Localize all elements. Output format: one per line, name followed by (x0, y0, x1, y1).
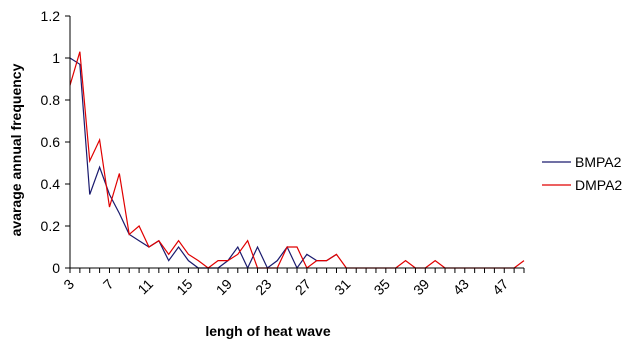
y-tick-label: 1 (52, 50, 60, 66)
x-axis-title: lengh of heat wave (205, 323, 330, 339)
x-tick-label: 39 (410, 276, 432, 298)
series-line-bmpa2 (69, 57, 337, 270)
x-tick-label: 27 (292, 276, 314, 298)
x-tick-label: 31 (331, 276, 353, 298)
x-tick-label: 43 (450, 276, 472, 298)
x-tick-label: 47 (489, 276, 511, 298)
plot-area: 0 0.2 0.4 0.6 0.8 1 1.2 3 7 11 15 19 23 27 31 35 39 43 47 (41, 8, 525, 298)
y-tick-label: 1.2 (41, 8, 61, 24)
series-layer (69, 51, 525, 270)
series-line-dmpa2 (69, 51, 525, 269)
y-tick-label: 0 (52, 260, 60, 276)
x-tick-label: 11 (134, 276, 156, 298)
legend: BMPA2 DMPA2 (542, 154, 622, 193)
y-tick-label: 0.6 (41, 134, 61, 150)
x-tick-label: 23 (252, 276, 274, 298)
y-axis-title: avarage annual frequency (8, 63, 24, 236)
x-tick-label: 15 (173, 276, 195, 298)
x-tick-label: 35 (371, 276, 393, 298)
x-tick-label: 3 (60, 276, 77, 293)
legend-label-bmpa2: BMPA2 (575, 154, 622, 170)
x-axis-ticks: 3 7 11 15 19 23 27 31 35 39 43 47 (60, 268, 525, 298)
legend-label-dmpa2: DMPA2 (575, 177, 622, 193)
y-tick-label: 0.2 (41, 218, 61, 234)
y-axis-ticks: 0 0.2 0.4 0.6 0.8 1 1.2 (41, 8, 70, 276)
x-tick-label: 19 (213, 276, 235, 298)
y-tick-label: 0.8 (41, 92, 61, 108)
x-tick-label: 7 (100, 276, 117, 293)
y-tick-label: 0.4 (41, 176, 61, 192)
